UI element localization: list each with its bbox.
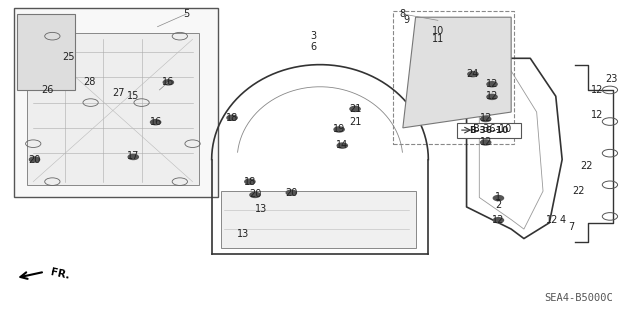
Text: 21: 21 <box>349 104 361 114</box>
Circle shape <box>163 80 173 85</box>
FancyBboxPatch shape <box>27 33 199 185</box>
Circle shape <box>250 192 260 197</box>
Text: 15: 15 <box>127 91 140 101</box>
Text: 16: 16 <box>150 116 162 127</box>
Text: 12: 12 <box>547 215 559 225</box>
Text: 18: 18 <box>244 177 256 187</box>
Text: 8: 8 <box>400 9 406 19</box>
Circle shape <box>150 120 161 125</box>
FancyBboxPatch shape <box>17 14 75 90</box>
Text: 19: 19 <box>333 124 345 135</box>
Text: 23: 23 <box>605 74 618 84</box>
Text: 12: 12 <box>486 78 498 89</box>
Text: B-36-10: B-36-10 <box>473 124 511 135</box>
Text: 21: 21 <box>349 116 361 127</box>
Text: 14: 14 <box>336 140 348 150</box>
Text: 9: 9 <box>403 15 409 26</box>
Text: 3: 3 <box>310 31 317 41</box>
Circle shape <box>468 71 478 77</box>
Text: 26: 26 <box>42 85 54 95</box>
Circle shape <box>487 82 497 87</box>
Circle shape <box>481 116 491 122</box>
Text: 12: 12 <box>591 110 604 120</box>
Text: 13: 13 <box>255 204 268 213</box>
Text: 12: 12 <box>486 91 498 101</box>
Circle shape <box>487 94 497 100</box>
Polygon shape <box>403 17 511 128</box>
Text: 13: 13 <box>237 229 250 239</box>
Text: 12: 12 <box>492 215 504 225</box>
Circle shape <box>245 179 255 184</box>
Circle shape <box>227 115 237 120</box>
Circle shape <box>493 218 504 223</box>
Text: 22: 22 <box>580 161 593 171</box>
Text: 11: 11 <box>432 34 444 44</box>
FancyBboxPatch shape <box>221 191 415 248</box>
Text: 20: 20 <box>28 154 41 165</box>
Text: 20: 20 <box>249 189 261 199</box>
Text: 1: 1 <box>495 192 502 203</box>
Text: 25: 25 <box>62 52 74 62</box>
Text: 18: 18 <box>226 113 238 123</box>
Text: 4: 4 <box>559 215 565 225</box>
Circle shape <box>29 157 40 162</box>
Text: 2: 2 <box>495 200 502 210</box>
Text: 27: 27 <box>112 88 124 98</box>
FancyBboxPatch shape <box>14 8 218 197</box>
Circle shape <box>286 190 296 195</box>
Text: 16: 16 <box>162 77 175 87</box>
Text: 20: 20 <box>285 188 298 198</box>
Text: 17: 17 <box>127 151 140 161</box>
Circle shape <box>350 106 360 111</box>
Text: FR.: FR. <box>49 267 70 281</box>
Circle shape <box>481 140 491 145</box>
Text: 12: 12 <box>479 137 492 147</box>
Text: B-36-10: B-36-10 <box>469 126 509 135</box>
Text: 5: 5 <box>183 9 189 19</box>
Text: 28: 28 <box>83 77 95 87</box>
Text: 6: 6 <box>310 42 317 52</box>
Text: 22: 22 <box>572 186 584 196</box>
Circle shape <box>337 143 348 148</box>
Text: 7: 7 <box>568 222 575 233</box>
Text: 12: 12 <box>591 85 604 95</box>
Text: 10: 10 <box>432 26 444 36</box>
Circle shape <box>493 196 504 201</box>
Text: 12: 12 <box>479 113 492 123</box>
Circle shape <box>334 127 344 132</box>
FancyBboxPatch shape <box>457 123 521 138</box>
Text: 24: 24 <box>467 69 479 79</box>
Text: SEA4-B5000C: SEA4-B5000C <box>545 293 613 303</box>
Circle shape <box>128 154 138 160</box>
